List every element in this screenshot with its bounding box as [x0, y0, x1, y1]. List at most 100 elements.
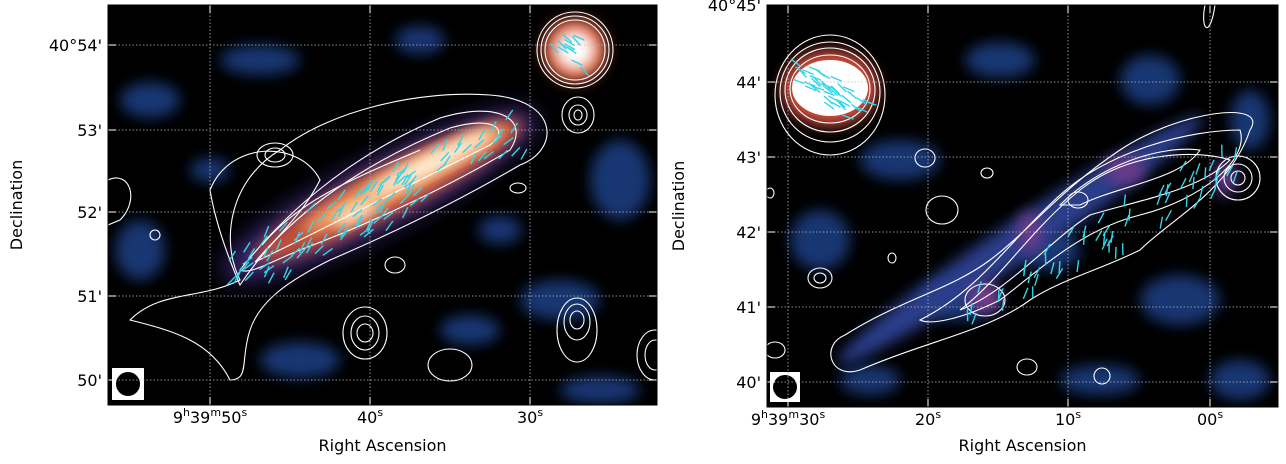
polarization-vector [399, 194, 410, 205]
polarization-vector [359, 227, 371, 236]
polarization-vector [379, 177, 390, 186]
polarization-vector [557, 46, 569, 54]
polarization-vector [266, 250, 274, 262]
polarization-vector [369, 181, 378, 193]
polarization-vector [420, 192, 431, 203]
polarization-vector [809, 74, 822, 81]
polarization-vector [337, 222, 347, 234]
polarization-vector [240, 261, 250, 272]
polarization-vector [1232, 171, 1238, 184]
polarization-vector [385, 192, 396, 202]
polarization-vector [802, 69, 814, 76]
x-tick-label: 20s [915, 408, 941, 429]
polarization-vector [828, 95, 840, 103]
polarization-vector [402, 162, 409, 174]
polarization-vector [837, 83, 847, 93]
polarization-vector [243, 262, 254, 271]
polarization-vector [353, 188, 363, 199]
polarization-vector [396, 175, 406, 185]
polarization-vector [383, 211, 394, 220]
polarization-vector [244, 271, 255, 282]
polarization-vector [1204, 167, 1207, 180]
polarization-vector [401, 174, 409, 186]
polarization-vector [259, 235, 268, 247]
polarization-vector [838, 99, 851, 107]
polarization-vector [314, 244, 325, 255]
polarization-vector [462, 143, 472, 154]
polarization-vector [338, 201, 347, 212]
polarization-vector [339, 229, 348, 241]
polarization-vector [1164, 191, 1171, 204]
polarization-vector [290, 247, 301, 257]
polarization-vector [298, 241, 306, 254]
polarization-vector [1023, 259, 1027, 272]
polarization-vector [359, 187, 370, 197]
polarization-vector [864, 100, 877, 106]
polarization-vector [228, 250, 237, 262]
polarization-vector [409, 197, 420, 207]
polarization-vector [405, 181, 413, 194]
polarization-vector [842, 114, 854, 120]
y-tick-label: 43' [736, 148, 761, 167]
y-tick-label: 40°54' [49, 36, 102, 55]
y-tick-label: 53' [77, 121, 102, 140]
polarization-vector [1179, 160, 1187, 172]
polarization-vector [361, 184, 372, 194]
polarization-vector [803, 81, 816, 87]
y-tick-label: 42' [736, 223, 761, 242]
polarization-vector [566, 46, 577, 55]
polarization-vector [1193, 197, 1201, 209]
x-tick-label-part: s [935, 408, 941, 421]
polarization-vector [1102, 233, 1106, 246]
polarization-vector [856, 97, 868, 106]
polarization-vector [1156, 193, 1162, 205]
plot-frame [107, 4, 658, 406]
polarization-vector [573, 34, 585, 41]
x-tick-label: 9h39m30s [751, 408, 826, 429]
polarization-vector [804, 85, 817, 92]
y-tick-label: 44' [736, 73, 761, 92]
polarization-vector [247, 248, 256, 260]
polarization-vector [969, 303, 973, 316]
x-tick-label-part: s [819, 408, 825, 421]
x-tick-label-part: s [241, 406, 247, 419]
polarization-vector [296, 248, 306, 259]
polarization-vector [856, 106, 868, 113]
polarization-vector [366, 219, 373, 231]
polarization-vector [1022, 287, 1029, 300]
polarization-vector [1101, 238, 1108, 250]
polarization-vector [263, 265, 270, 278]
x-axis-label: Right Ascension [319, 436, 447, 455]
polarization-vector [810, 84, 821, 94]
polarization-vector [971, 312, 977, 325]
x-tick-label-part: 20 [915, 410, 935, 429]
polarization-vector [453, 142, 463, 153]
polarization-vector [571, 35, 581, 46]
polarization-vector [1076, 260, 1080, 273]
polarization-vector [808, 66, 821, 72]
polarization-vector [842, 86, 855, 93]
polarization-vector [306, 202, 317, 212]
polarization-vector [1188, 170, 1195, 183]
x-tick-label-part: 39 [190, 408, 210, 427]
polarization-vector [259, 262, 270, 271]
polarization-vector [830, 75, 843, 82]
polarization-vector [337, 189, 346, 201]
polarization-vector [1210, 187, 1217, 199]
polarization-vector [851, 103, 862, 113]
x-tick-label: 30s [517, 406, 543, 427]
polarization-vector [322, 247, 333, 256]
polarization-vector [1192, 176, 1195, 189]
polarization-vector [305, 237, 313, 249]
polarization-vector [511, 146, 521, 157]
x-tick-label-part: s [1075, 408, 1081, 421]
polarization-vector [498, 149, 508, 160]
polarization-vector [1128, 208, 1131, 221]
polarization-vector [236, 267, 243, 279]
y-axis-label: Declination [7, 160, 26, 250]
polarization-vector [350, 201, 358, 213]
polarization-vector [282, 255, 293, 264]
polarization-vector [1082, 225, 1087, 238]
x-tick-label-part: m [210, 406, 221, 419]
y-tick-label: 51' [77, 287, 102, 306]
